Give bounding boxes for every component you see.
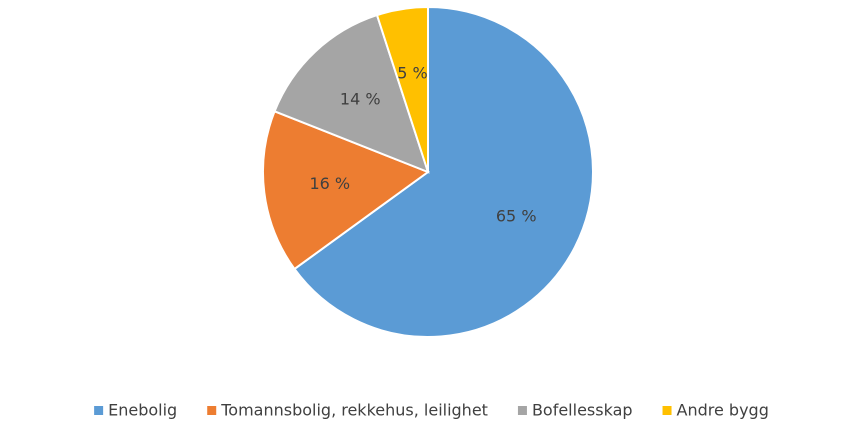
data-label: 16 % (309, 174, 350, 193)
pie-slice (262, 109, 431, 271)
legend-label: Enebolig (108, 401, 177, 420)
pie-slice (293, 5, 594, 338)
legend-marker (662, 406, 672, 415)
pie-slice (375, 5, 429, 173)
legend-label: Tomannsbolig, rekkehus, leilighet (220, 401, 488, 420)
data-label: 5 % (397, 64, 427, 83)
legend-marker (207, 406, 217, 415)
legend-label: Andre bygg (677, 401, 769, 420)
data-label: 65 % (496, 206, 537, 225)
legend-label: Bofellesskap (532, 401, 633, 420)
data-label: 14 % (340, 89, 381, 108)
legend-marker (94, 406, 104, 415)
legend-marker (517, 406, 527, 415)
